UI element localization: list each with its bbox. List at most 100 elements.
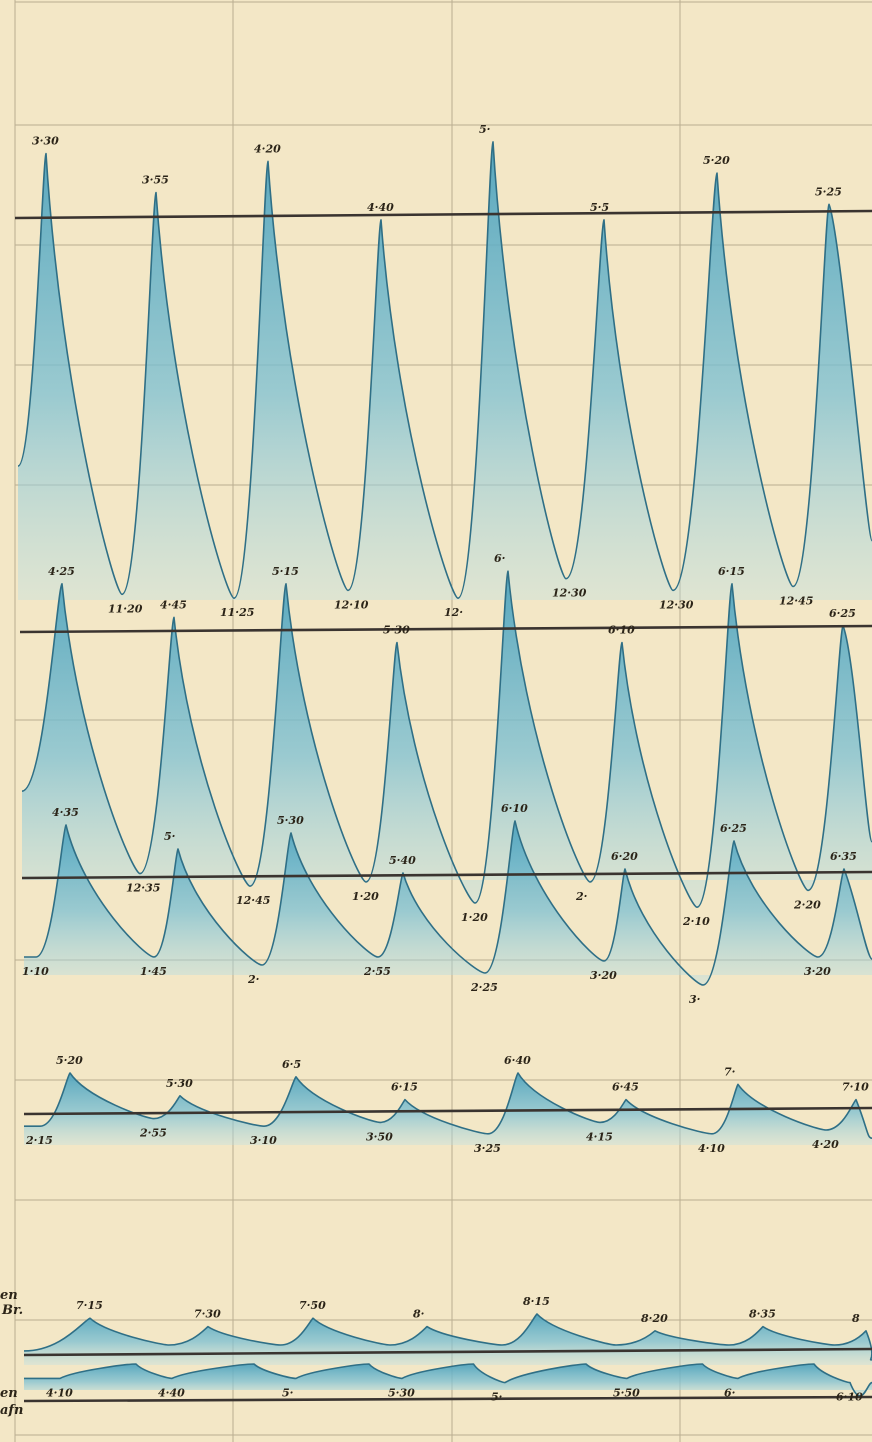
margin-label: en bbox=[0, 1288, 18, 1303]
high-water-label: 8· bbox=[413, 1308, 425, 1321]
high-water-label: 5· bbox=[479, 123, 491, 136]
time-labels: 3·30 11·20 3·55 11·25 4·20 12·10 4·40 12· 5· 12·3… bbox=[22, 123, 869, 1404]
low-water-label: 3· bbox=[689, 993, 701, 1006]
low-water-label: 12·45 bbox=[779, 595, 813, 608]
high-water-label: 5·30 bbox=[277, 814, 304, 827]
low-water-label: 2·55 bbox=[363, 965, 391, 978]
low-water-label: 11·20 bbox=[108, 602, 143, 615]
low-water-label: 1·45 bbox=[140, 965, 167, 978]
high-water-label: 7· bbox=[724, 1065, 736, 1078]
low-water-label: 2·10 bbox=[682, 915, 710, 928]
tide-curve-fill bbox=[24, 1364, 872, 1396]
tide-curve bbox=[23, 1072, 872, 1139]
high-water-label: 8 bbox=[852, 1312, 860, 1325]
low-water-label: 4·20 bbox=[812, 1138, 839, 1151]
datum-line bbox=[14, 209, 872, 220]
low-water-label: 1·20 bbox=[352, 890, 379, 903]
low-water-label: 2·55 bbox=[139, 1127, 167, 1140]
low-water-label: 3·50 bbox=[366, 1130, 393, 1143]
low-water-label: 5· bbox=[282, 1386, 294, 1399]
high-water-label: 4·25 bbox=[48, 565, 75, 578]
margin-labels: en Br. en afn bbox=[0, 1288, 23, 1418]
low-water-label: 2·15 bbox=[25, 1134, 53, 1147]
margin-label: afn bbox=[0, 1403, 23, 1418]
high-water-label: 8·35 bbox=[749, 1308, 776, 1321]
high-water-label: 6·40 bbox=[504, 1054, 531, 1067]
low-water-label: 6·10 bbox=[836, 1391, 863, 1404]
low-water-label: 12·30 bbox=[659, 598, 694, 611]
datum-line bbox=[21, 870, 872, 880]
low-water-label: 12·35 bbox=[126, 882, 160, 895]
low-water-label: 1·10 bbox=[22, 965, 49, 978]
tide-curve bbox=[17, 141, 872, 599]
low-water-label: 3·20 bbox=[590, 969, 617, 982]
high-water-label: 5·30 bbox=[383, 624, 410, 637]
low-water-label: 2· bbox=[247, 973, 260, 986]
tide-curve-fill bbox=[24, 1073, 872, 1145]
low-water-label: 3·10 bbox=[250, 1134, 277, 1147]
high-water-label: 5·5 bbox=[590, 201, 609, 214]
tide-curve bbox=[21, 570, 872, 908]
low-water-label: 11·25 bbox=[220, 606, 254, 619]
high-water-label: 6·15 bbox=[718, 565, 745, 578]
low-water-label: 4·10 bbox=[46, 1386, 73, 1399]
low-water-label: 4·40 bbox=[158, 1386, 185, 1399]
high-water-label: 5·15 bbox=[272, 565, 299, 578]
margin-label: Br. bbox=[1, 1303, 23, 1318]
low-water-label: 4·15 bbox=[586, 1130, 613, 1143]
datum-line bbox=[23, 1347, 872, 1357]
high-water-label: 6·20 bbox=[611, 850, 638, 863]
high-water-label: 6· bbox=[494, 552, 506, 565]
low-water-label: 5· bbox=[491, 1391, 503, 1404]
high-water-label: 5·40 bbox=[389, 854, 416, 867]
high-water-label: 5· bbox=[164, 830, 176, 843]
tide-curve-fill bbox=[24, 821, 872, 985]
tide-curve-fill bbox=[18, 141, 872, 600]
low-water-label: 1·20 bbox=[461, 911, 488, 924]
high-water-label: 4·20 bbox=[254, 142, 281, 155]
high-water-label: 4·40 bbox=[367, 201, 394, 214]
high-water-label: 6·35 bbox=[830, 850, 857, 863]
datum-line bbox=[19, 624, 872, 634]
datum-lines bbox=[14, 209, 872, 1403]
low-water-label: 3·25 bbox=[474, 1142, 501, 1155]
low-water-label: 6· bbox=[724, 1386, 736, 1399]
tide-curve bbox=[23, 1313, 872, 1361]
low-water-label: 12·45 bbox=[236, 894, 270, 907]
high-water-label: 6·45 bbox=[612, 1081, 639, 1094]
high-water-label: 8·15 bbox=[523, 1295, 550, 1308]
low-water-label: 5·30 bbox=[388, 1386, 415, 1399]
high-water-label: 7·30 bbox=[194, 1308, 221, 1321]
tide-curve bbox=[24, 1363, 872, 1397]
margin-label: en bbox=[0, 1386, 18, 1401]
high-water-label: 5·20 bbox=[56, 1054, 83, 1067]
high-water-label: 3·55 bbox=[142, 174, 169, 187]
low-water-label: 12·10 bbox=[334, 598, 369, 611]
high-water-label: 5·30 bbox=[166, 1077, 193, 1090]
high-water-label: 5·25 bbox=[815, 185, 842, 198]
low-water-label: 2· bbox=[575, 890, 588, 903]
high-water-label: 4·35 bbox=[52, 806, 79, 819]
low-water-label: 12·30 bbox=[552, 587, 587, 600]
high-water-label: 8·20 bbox=[641, 1312, 668, 1325]
low-water-label: 3·20 bbox=[804, 965, 831, 978]
high-water-label: 6·25 bbox=[829, 607, 856, 620]
high-water-label: 5·20 bbox=[703, 154, 730, 167]
high-water-label: 6·15 bbox=[391, 1081, 418, 1094]
high-water-label: 6·25 bbox=[720, 822, 747, 835]
high-water-label: 6·5 bbox=[282, 1058, 301, 1071]
datum-line bbox=[23, 1106, 872, 1116]
high-water-label: 4·45 bbox=[160, 598, 187, 611]
high-water-label: 7·15 bbox=[76, 1299, 103, 1312]
low-water-label: 12· bbox=[444, 606, 463, 619]
datum-line bbox=[23, 1395, 872, 1403]
low-water-label: 5·50 bbox=[613, 1386, 640, 1399]
tide-curve bbox=[23, 820, 872, 986]
high-water-label: 6·10 bbox=[501, 802, 528, 815]
high-water-label: 3·30 bbox=[32, 135, 59, 148]
high-water-label: 6·10 bbox=[608, 624, 635, 637]
high-water-label: 7·10 bbox=[842, 1081, 869, 1094]
low-water-label: 2·25 bbox=[470, 981, 498, 994]
high-water-label: 7·50 bbox=[299, 1299, 326, 1312]
